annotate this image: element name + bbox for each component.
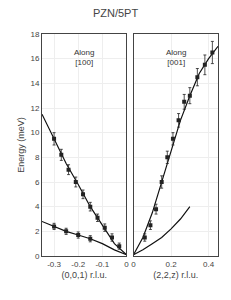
svg-text:16: 16 <box>30 54 39 63</box>
svg-text:-0.1: -0.1 <box>95 260 109 269</box>
svg-text:0: 0 <box>131 260 136 269</box>
svg-text:Along[100]: Along[100] <box>74 48 94 67</box>
svg-text:12: 12 <box>30 104 39 113</box>
svg-text:(0,0,1) r.l.u.: (0,0,1) r.l.u. <box>61 270 107 280</box>
svg-text:2: 2 <box>35 227 40 236</box>
svg-text:Along[001]: Along[001] <box>166 48 186 67</box>
svg-text:10: 10 <box>30 128 39 137</box>
svg-text:(2,2,z) r.l.u.: (2,2,z) r.l.u. <box>153 270 198 280</box>
svg-text:4: 4 <box>35 202 40 211</box>
svg-text:-0.3: -0.3 <box>47 260 61 269</box>
svg-text:0: 0 <box>124 260 129 269</box>
svg-text:Energy (meV): Energy (meV) <box>16 117 26 173</box>
svg-text:6: 6 <box>35 178 40 187</box>
svg-text:18: 18 <box>30 30 39 39</box>
svg-text:0.2: 0.2 <box>166 260 178 269</box>
svg-text:0: 0 <box>35 252 40 261</box>
svg-text:14: 14 <box>30 79 39 88</box>
svg-text:-0.2: -0.2 <box>71 260 85 269</box>
svg-text:0.4: 0.4 <box>203 260 215 269</box>
svg-text:8: 8 <box>35 153 40 162</box>
svg-text:PZN/5PT: PZN/5PT <box>93 7 139 19</box>
